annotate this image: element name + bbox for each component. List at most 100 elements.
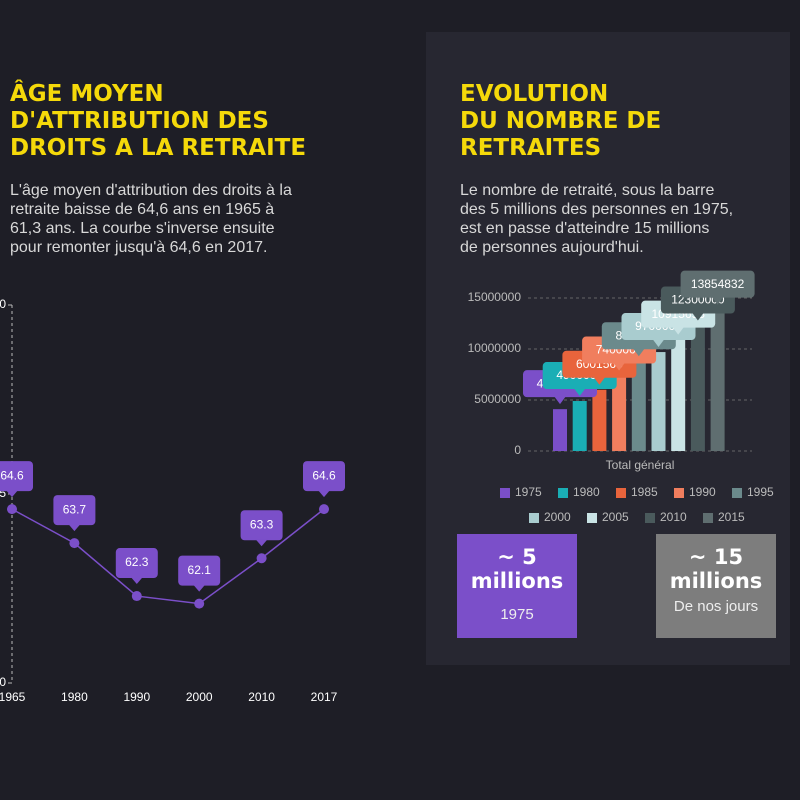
callout-tail (193, 584, 206, 592)
highlight-value: millions (670, 569, 763, 593)
section-title: DROITS A LA RETRAITE (10, 135, 306, 161)
y-tick-label: 15000000 (468, 290, 522, 304)
y-tick-label: 0 (514, 443, 521, 457)
point (69, 538, 80, 549)
callout-tail (672, 326, 685, 335)
legend-label: 2000 (544, 510, 571, 524)
legend-swatch (645, 513, 655, 523)
callout-tail (318, 490, 330, 498)
y-tick-label: 60 (0, 675, 6, 689)
legend-swatch (558, 488, 568, 498)
callout-tail (573, 388, 586, 397)
legend-label: 1995 (747, 485, 774, 499)
bar (592, 389, 607, 451)
section-text: pour remonter jusqu'à 64,6 en 2017. (10, 239, 267, 256)
x-tick-label: 1980 (61, 690, 88, 704)
callout-tail (613, 362, 626, 371)
point (131, 591, 142, 602)
callout-tail (593, 376, 606, 385)
section-title: DU NOMBRE DE (460, 108, 661, 134)
callout-tail (130, 577, 143, 585)
data-label: 63.7 (63, 502, 87, 516)
section-text: est en passe d'atteindre 15 millions (460, 220, 709, 237)
x-tick-label: 2010 (248, 690, 275, 704)
x-tick-label: 1965 (0, 690, 26, 704)
legend-swatch (587, 513, 597, 523)
data-label: 64.6 (0, 468, 24, 482)
data-label: 63.3 (250, 517, 274, 531)
y-tick-label: 10000000 (468, 341, 522, 355)
callout (0, 461, 33, 492)
callout-tail (6, 490, 18, 498)
section-text: Le nombre de retraité, sous la barre (460, 182, 714, 199)
bar (572, 401, 587, 451)
highlight-box (656, 534, 776, 638)
section-title: ÂGE MOYEN (10, 79, 164, 107)
section-text: de personnes aujourd'hui. (460, 239, 644, 256)
point (256, 553, 267, 564)
bar (710, 309, 725, 451)
data-label: 62.1 (188, 563, 212, 577)
callout-tail (632, 348, 645, 357)
callout (53, 495, 96, 526)
callout-tail (711, 296, 724, 305)
legend-label: 2015 (718, 510, 745, 524)
highlight-value: millions (471, 569, 564, 593)
x-tick-label: 2017 (311, 690, 338, 704)
legend-swatch (616, 488, 626, 498)
data-label: 13854832 (691, 277, 745, 291)
callout (115, 548, 158, 579)
callout-tail (255, 539, 268, 547)
callout (240, 510, 283, 541)
legend-label: 1985 (631, 485, 658, 499)
y-tick-label: 5000000 (474, 392, 521, 406)
highlight-value: ~ 5 (497, 545, 537, 569)
legend-swatch (674, 488, 684, 498)
bar (671, 339, 686, 451)
legend-swatch (703, 513, 713, 523)
callout (680, 270, 755, 298)
bar (651, 352, 666, 451)
section-text: 61,3 ans. La courbe s'inverse ensuite (10, 220, 275, 237)
section-title: RETRAITES (460, 135, 601, 161)
bar (612, 375, 627, 451)
x-tick-label: Total général (606, 458, 675, 472)
legend-swatch (732, 488, 742, 498)
callout-tail (691, 312, 704, 321)
bar (631, 361, 646, 451)
section-text: retraite baisse de 64,6 ans en 1965 à (10, 201, 274, 218)
point (7, 504, 17, 515)
callout-tail (652, 339, 665, 348)
y-tick-label: 70 (0, 297, 6, 311)
legend-swatch (529, 513, 539, 523)
callout-tail (554, 396, 566, 405)
highlight-value: ~ 15 (689, 545, 743, 569)
legend-swatch (500, 488, 510, 498)
callout (303, 461, 345, 492)
highlight-caption: 1975 (500, 606, 533, 623)
callout (178, 555, 221, 586)
highlight-caption: De nos jours (674, 598, 758, 615)
highlight-box (457, 534, 577, 638)
x-tick-label: 1990 (123, 690, 150, 704)
section-text: des 5 millions des personnes en 1975, (460, 201, 733, 218)
bar (553, 409, 567, 451)
data-label: 64.6 (312, 468, 336, 482)
data-label: 62.3 (125, 555, 149, 569)
x-tick-label: 2000 (186, 690, 213, 704)
line (11, 508, 325, 605)
section-title: EVOLUTION (460, 81, 608, 107)
point (194, 598, 205, 609)
legend-label: 1975 (515, 485, 542, 499)
legend-label: 2005 (602, 510, 629, 524)
y-tick-label: 65 (0, 486, 6, 500)
legend-label: 1980 (573, 485, 600, 499)
bar (690, 325, 705, 451)
legend-label: 1990 (689, 485, 716, 499)
section-text: L'âge moyen d'attribution des droits à l… (10, 182, 292, 199)
legend-label: 2010 (660, 510, 687, 524)
section-title: D'ATTRIBUTION DES (10, 108, 269, 134)
callout-tail (68, 524, 81, 532)
point (319, 504, 329, 515)
